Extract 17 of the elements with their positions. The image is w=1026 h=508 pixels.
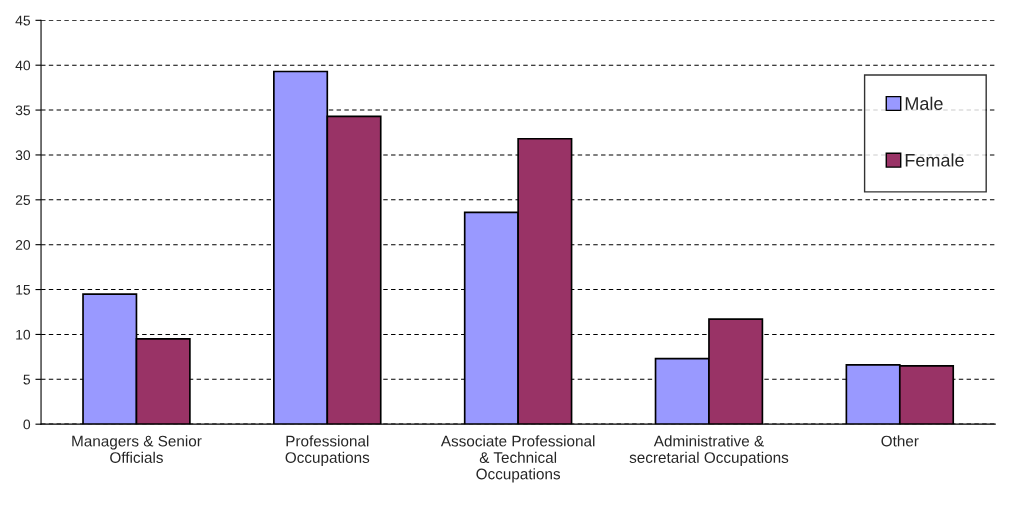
legend-label: Female xyxy=(905,153,964,167)
y-tick-label: 30 xyxy=(15,150,31,161)
y-tick-label: 25 xyxy=(15,195,31,205)
x-tick-label: Professional Occupations xyxy=(285,435,370,466)
y-tick-label: 40 xyxy=(15,60,31,71)
x-tick-label: Associate Professional & Technical Occupations xyxy=(440,435,595,483)
y-tick-label: 10 xyxy=(16,329,31,340)
y-tick-label: 15 xyxy=(16,285,31,295)
x-tick-label: Other xyxy=(881,435,919,447)
y-tick-label: 5 xyxy=(23,374,31,385)
x-tick-label: Administrative & secretarial Occupations xyxy=(629,435,789,466)
y-tick-label: 0 xyxy=(23,419,31,430)
x-tick-label: Managers & Senior Officials xyxy=(72,435,202,463)
y-tick-label: 35 xyxy=(15,105,31,116)
y-tick-label: 20 xyxy=(15,240,31,250)
y-tick-label: 45 xyxy=(15,15,31,26)
legend-label: Male xyxy=(905,96,943,110)
